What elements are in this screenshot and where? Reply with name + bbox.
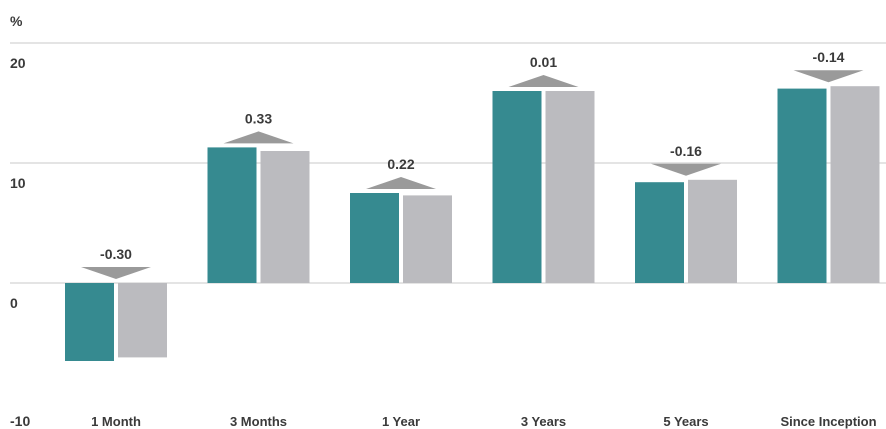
category-label-3: 3 Years	[521, 414, 566, 429]
y-tick-label-2: 10	[10, 175, 26, 191]
category-label-4: 5 Years	[663, 414, 708, 429]
diff-label-0: -0.30	[100, 246, 132, 262]
diff-arrow-0	[81, 267, 151, 279]
y-axis-unit-label: %	[10, 13, 23, 29]
y-tick-label-3: 20	[10, 55, 26, 71]
y-tick-label-0: -10	[10, 413, 30, 429]
bar-series2-4	[688, 179, 737, 283]
diff-label-4: -0.16	[670, 143, 702, 159]
difference-markers: -0.30 0.33 0.22 0.01 -0.16 -0.14	[81, 49, 864, 279]
diff-label-5: -0.14	[813, 49, 845, 65]
bar-series1-4	[635, 182, 684, 283]
diff-arrow-4	[651, 163, 721, 176]
y-tick-labels: -10 0 10 20	[10, 55, 30, 429]
bar-series2-0	[118, 283, 167, 358]
category-label-5: Since Inception	[780, 414, 876, 429]
bar-series1-1	[207, 147, 257, 283]
category-label-2: 1 Year	[382, 414, 420, 429]
diff-label-1: 0.33	[245, 110, 272, 126]
category-label-0: 1 Month	[91, 414, 141, 429]
diff-label-2: 0.22	[387, 156, 414, 172]
diff-arrow-2	[366, 177, 436, 189]
category-labels: 1 Month 3 Months 1 Year 3 Years 5 Years Since…	[91, 414, 877, 429]
bar-series2-1	[260, 151, 310, 283]
bar-series2-2	[403, 195, 452, 283]
bars	[65, 86, 880, 361]
diff-arrow-3	[508, 75, 579, 87]
bar-series1-3	[492, 91, 542, 283]
y-tick-label-1: 0	[10, 295, 18, 311]
diff-arrow-5	[793, 70, 864, 83]
category-label-1: 3 Months	[230, 414, 287, 429]
bar-series1-5	[777, 88, 827, 283]
diff-label-3: 0.01	[530, 54, 557, 70]
bar-series1-0	[65, 283, 114, 361]
diff-arrow-1	[223, 131, 294, 144]
bar-series2-3	[545, 91, 595, 283]
bar-series1-2	[350, 193, 399, 283]
bar-series2-5	[830, 86, 880, 283]
